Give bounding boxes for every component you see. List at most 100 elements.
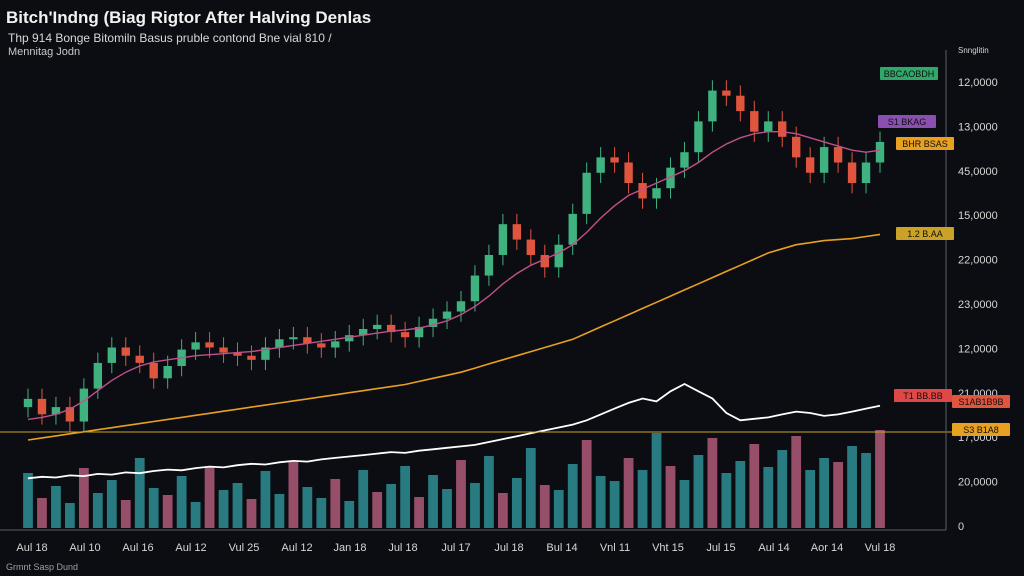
candle-body	[372, 324, 382, 329]
volume-bar	[65, 503, 75, 528]
volume-bar	[106, 480, 117, 528]
volume-bar	[414, 497, 424, 528]
candle-body	[191, 342, 200, 350]
x-tick-label: Aul 12	[175, 542, 206, 554]
volume-bar	[51, 486, 61, 528]
candle-body	[121, 347, 130, 356]
volume-bar	[288, 462, 299, 528]
candle-body	[37, 398, 47, 415]
y-tick-label: 12,0000	[958, 77, 998, 89]
x-tick-label: Vul 25	[229, 542, 260, 554]
y-tick-label: 22,0000	[958, 255, 998, 267]
price-tags: BBCAOBDH S1 BKAG BHR BSAS 1.2 B.AA T1 BB.BB S…	[878, 67, 1010, 436]
x-tick-label: Jul 15	[706, 542, 735, 554]
y-tick-label: 20,0000	[958, 477, 998, 489]
volume-bar	[484, 456, 494, 528]
volume-bar	[428, 475, 438, 528]
volume-bar	[190, 502, 201, 528]
volume-bar	[707, 438, 718, 528]
candle-body	[861, 162, 871, 184]
candle-body	[428, 318, 438, 327]
price-tag-label: BHR BSAS	[902, 139, 948, 149]
candle-body	[386, 324, 396, 333]
ma-slow-line	[27, 233, 881, 441]
volume-bar	[302, 487, 313, 528]
volume-bar	[679, 480, 690, 528]
volume-bar	[274, 494, 285, 528]
volume-bar	[134, 458, 145, 528]
x-tick-label: Vul 18	[865, 542, 896, 554]
volume-bar	[386, 484, 397, 528]
price-tag-box	[896, 227, 954, 240]
volume-bar	[78, 468, 89, 528]
price-tag-box	[894, 389, 952, 402]
candle-body	[540, 255, 549, 268]
moving-averages	[27, 130, 881, 441]
x-tick-label: Vnl 11	[600, 542, 630, 554]
price-tag-box	[878, 115, 936, 128]
volume-bar	[749, 444, 760, 528]
volume-bar	[511, 478, 522, 528]
ma-fast-line	[27, 130, 881, 421]
y-tick-label: 23,0000	[958, 299, 998, 311]
price-tag-box	[896, 137, 954, 150]
x-tick-label: Vht 15	[652, 542, 684, 554]
candle-body	[764, 121, 773, 132]
candle-body	[554, 244, 563, 268]
candle-body	[51, 407, 61, 415]
candle-body	[847, 162, 857, 184]
volume-bar	[651, 433, 662, 528]
price-tag-label: S1AB1B9B	[958, 397, 1003, 407]
volume-bar	[875, 430, 885, 528]
volume-bar	[833, 462, 843, 528]
y-tick-label: 15,0000	[958, 210, 998, 222]
volume-bar	[735, 461, 746, 528]
candle-body	[875, 141, 885, 163]
volume-bar	[470, 483, 480, 528]
volume-bar	[456, 460, 466, 528]
price-tag-label: BBCAOBDH	[884, 69, 935, 79]
candle-body	[261, 347, 270, 360]
x-tick-label: Jul 17	[441, 542, 470, 554]
candle-body	[414, 326, 424, 338]
candle-body	[470, 275, 480, 302]
candle-body	[93, 362, 103, 389]
candle-body	[652, 188, 661, 199]
y-tick-label: 12,0000	[958, 343, 998, 355]
volume-bar	[637, 470, 648, 528]
candle-body	[205, 342, 214, 348]
volume-bar	[791, 436, 802, 528]
candle-body	[526, 239, 536, 255]
volume-bar	[260, 471, 271, 528]
candle-body	[149, 362, 158, 379]
x-tick-label: Bul 14	[546, 542, 577, 554]
x-tick-label: Aul 14	[758, 542, 789, 554]
indicator-polyline	[27, 382, 881, 480]
price-tag-label: S1 BKAG	[888, 117, 927, 127]
candle-body	[107, 347, 116, 363]
candle-body	[624, 162, 633, 184]
candle-body	[219, 347, 228, 353]
candle-body	[23, 398, 33, 408]
volume-bar	[148, 488, 159, 528]
candle-body	[484, 255, 494, 276]
volume-bar	[120, 500, 131, 528]
volume-bar	[721, 473, 732, 528]
candle-body	[456, 301, 466, 312]
volume-bar	[763, 467, 774, 528]
price-tag-label: 1.2 B.AA	[907, 229, 943, 239]
price-tag-box	[952, 423, 1010, 436]
x-tick-label: Jul 18	[494, 542, 523, 554]
candle-body	[289, 337, 298, 340]
x-tick-label: Jan 18	[333, 542, 366, 554]
volume-bar	[497, 493, 508, 528]
price-tag-label: S3 B1A8	[963, 425, 999, 435]
volume-bar	[539, 485, 550, 528]
candle-body	[750, 111, 759, 132]
candle-body	[442, 311, 452, 319]
price-tag-box	[880, 67, 938, 80]
volume-bar	[567, 464, 578, 528]
volume-bar	[819, 458, 830, 528]
candle-body	[233, 352, 242, 356]
